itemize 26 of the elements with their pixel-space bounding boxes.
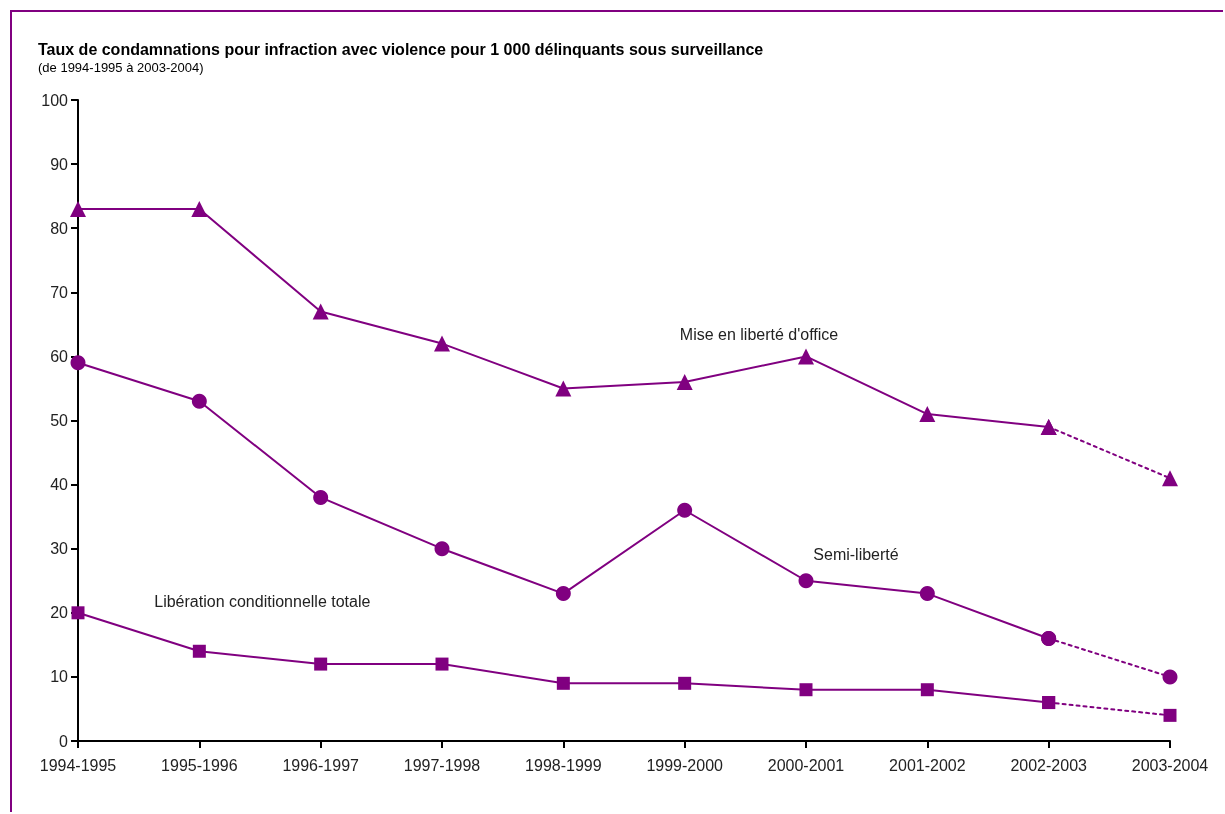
y-tick-label: 30 [50,540,69,558]
series-label: Libération conditionnelle totale [154,592,371,610]
y-tick-label: 10 [50,668,69,686]
y-tick-label: 70 [50,283,69,301]
x-tick-label: 1999-2000 [646,756,724,774]
x-tick-label: 2003-2004 [1131,756,1209,774]
x-tick-label: 1994-1995 [39,756,117,774]
x-tick-label: 2001-2002 [889,756,966,774]
x-tick-label: 1997-1998 [403,756,481,774]
x-tick-label: 2000-2001 [767,756,845,774]
y-tick-label: 60 [50,347,69,365]
y-tick-label: 40 [50,476,69,494]
y-tick-label: 0 [59,732,69,750]
series-label: Semi-liberté [813,546,899,564]
series-label: Mise en liberté d'office [679,325,839,343]
x-tick-label: 1998-1999 [525,756,602,774]
x-tick-label: 2002-2003 [1010,756,1088,774]
y-tick-label: 20 [50,604,69,622]
chart-subtitle: (de 1994-1995 à 2003-2004) [38,60,204,75]
y-tick-label: 50 [50,412,69,429]
y-tick-label: 80 [50,219,69,237]
y-tick-label: 100 [41,91,69,109]
x-tick-label: 1996-1997 [282,756,360,774]
chart-title: Taux de condamnations pour infraction avec violence pour 1 000 délinquants sous surveillance [38,40,764,58]
y-tick-label: 90 [50,155,69,173]
x-tick-label: 1995-1996 [161,756,238,774]
